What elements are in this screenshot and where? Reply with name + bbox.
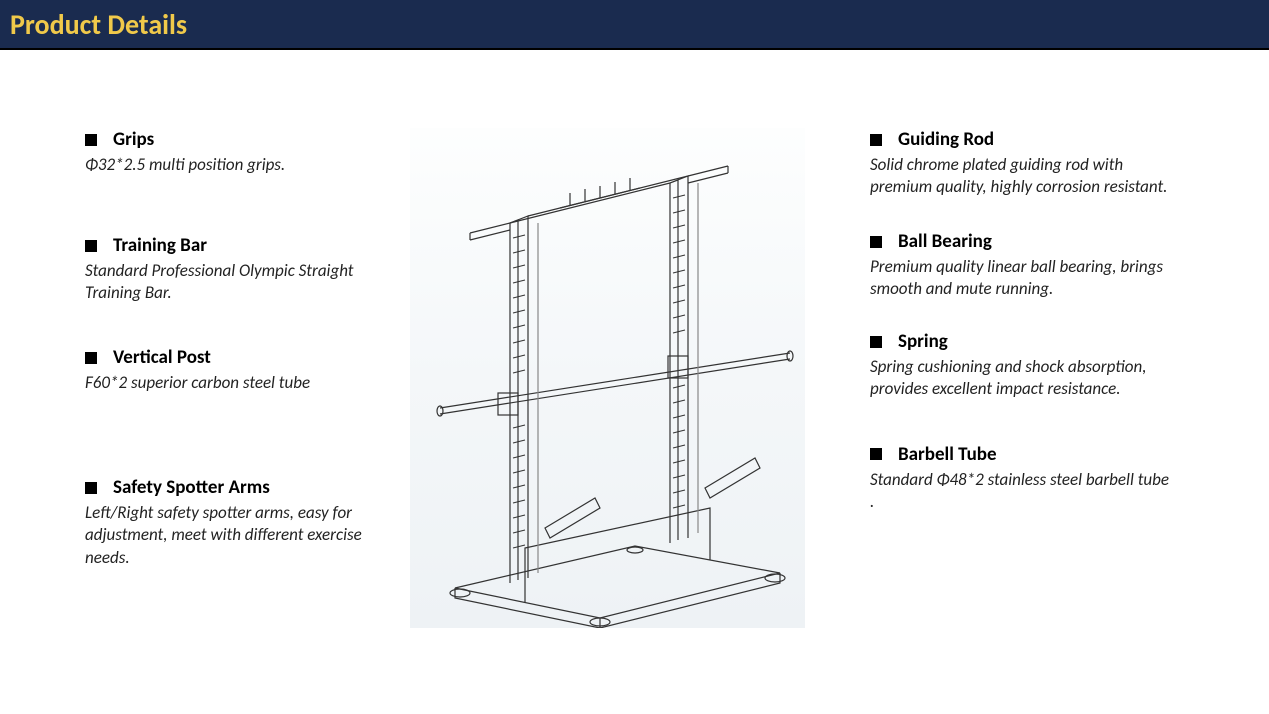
feature-title-text: Vertical Post <box>113 346 211 369</box>
bullet-icon <box>85 134 97 146</box>
features-right-column: Guiding Rod Solid chrome plated guiding … <box>870 128 1170 513</box>
feature-title-text: Training Bar <box>113 234 207 257</box>
feature-safety-spotter: Safety Spotter Arms Left/Right safety sp… <box>85 476 365 568</box>
bullet-icon <box>870 134 882 146</box>
feature-desc-text: Standard Φ48*2 stainless steel barbell t… <box>870 469 1170 513</box>
page-title: Product Details <box>10 7 187 42</box>
feature-desc-text: Spring cushioning and shock absorption, … <box>870 356 1170 400</box>
feature-title-text: Guiding Rod <box>898 128 994 151</box>
feature-desc-text: Φ32*2.5 multi position grips. <box>85 154 365 176</box>
feature-title-text: Ball Bearing <box>898 230 992 253</box>
header-bar: Product Details <box>0 0 1269 50</box>
feature-title-text: Spring <box>898 330 948 353</box>
feature-grips: Grips Φ32*2.5 multi position grips. <box>85 128 365 176</box>
features-left-column: Grips Φ32*2.5 multi position grips. Trai… <box>85 128 365 569</box>
feature-desc-text: Left/Right safety spotter arms, easy for… <box>85 502 365 568</box>
feature-title-text: Grips <box>113 128 154 151</box>
feature-desc-text: Solid chrome plated guiding rod with pre… <box>870 154 1170 198</box>
feature-barbell-tube: Barbell Tube Standard Φ48*2 stainless st… <box>870 443 1170 513</box>
content-area: Grips Φ32*2.5 multi position grips. Trai… <box>0 50 1269 714</box>
feature-desc-text: Standard Professional Olympic Straight T… <box>85 260 365 304</box>
feature-vertical-post: Vertical Post F60*2 superior carbon stee… <box>85 346 365 394</box>
bullet-icon <box>870 448 882 460</box>
feature-training-bar: Training Bar Standard Professional Olymp… <box>85 234 365 304</box>
feature-desc-text: Premium quality linear ball bearing, bri… <box>870 256 1170 300</box>
rack-line-drawing <box>410 128 805 628</box>
bullet-icon <box>85 240 97 252</box>
product-diagram <box>410 128 805 628</box>
bullet-icon <box>870 336 882 348</box>
bullet-icon <box>85 352 97 364</box>
bullet-icon <box>85 482 97 494</box>
feature-spring: Spring Spring cushioning and shock absor… <box>870 330 1170 400</box>
feature-title-text: Barbell Tube <box>898 443 997 466</box>
feature-ball-bearing: Ball Bearing Premium quality linear ball… <box>870 230 1170 300</box>
feature-title-text: Safety Spotter Arms <box>113 476 270 499</box>
bullet-icon <box>870 236 882 248</box>
feature-guiding-rod: Guiding Rod Solid chrome plated guiding … <box>870 128 1170 198</box>
feature-desc-text: F60*2 superior carbon steel tube <box>85 372 365 394</box>
